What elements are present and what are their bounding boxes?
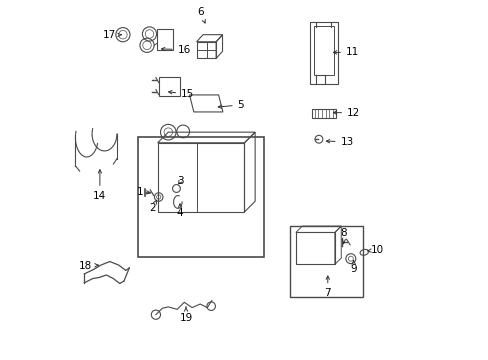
Text: 8: 8 (340, 228, 346, 244)
Text: 5: 5 (218, 100, 244, 110)
Text: 2: 2 (149, 200, 156, 213)
Text: 14: 14 (93, 170, 106, 201)
Text: 10: 10 (367, 245, 383, 255)
Text: 17: 17 (102, 30, 121, 40)
Bar (157, 30, 172, 50)
Text: 19: 19 (179, 307, 192, 323)
Bar (289, 226, 362, 297)
Bar (311, 109, 335, 118)
Text: 18: 18 (79, 261, 98, 271)
Text: 16: 16 (161, 45, 190, 55)
Text: 12: 12 (333, 108, 360, 118)
Text: 3: 3 (177, 176, 183, 186)
Text: 9: 9 (349, 261, 356, 274)
Bar (159, 77, 180, 96)
Text: 7: 7 (324, 276, 330, 298)
Text: 4: 4 (176, 204, 183, 217)
Text: 1: 1 (136, 188, 149, 197)
Text: 6: 6 (197, 6, 205, 23)
Bar (138, 137, 264, 257)
Text: 11: 11 (333, 48, 359, 57)
Text: 13: 13 (325, 137, 353, 147)
Text: 15: 15 (168, 89, 194, 99)
